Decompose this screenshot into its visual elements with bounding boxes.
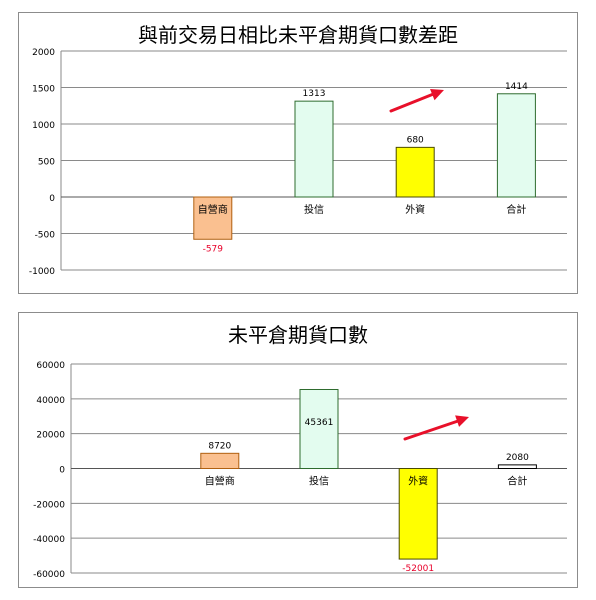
bar-chart-diff: 2000 1500 1000 500 0 -500 -1000 自營商 投信 外資 合計 -579 13… <box>29 48 567 277</box>
arrow-shaft <box>403 418 463 441</box>
bar <box>294 100 334 198</box>
data-label: 45361 <box>305 418 334 428</box>
data-label: 1414 <box>505 82 528 92</box>
bar <box>398 468 438 560</box>
y-tick-label: 20000 <box>36 431 65 441</box>
chart-panel-open-interest: 未平倉期貨口數 60000 40000 20000 0 -20000 -40000 -600… <box>18 312 578 588</box>
y-tick-label: 500 <box>38 158 55 168</box>
data-label: -52001 <box>402 564 434 574</box>
category-label: 外資 <box>405 204 425 216</box>
category-label: 自營商 <box>198 203 228 216</box>
bar-chart-open-interest: 60000 40000 20000 0 -20000 -40000 -60000 自營商 投信 外… <box>33 361 567 580</box>
data-label: 1313 <box>303 89 326 99</box>
bar <box>200 452 240 470</box>
y-tick-label: 0 <box>59 466 65 476</box>
data-label: 8720 <box>208 441 231 451</box>
y-tick-label: 0 <box>49 194 55 204</box>
arrow-head-icon <box>455 415 469 427</box>
bar <box>193 196 233 240</box>
bar <box>395 146 435 198</box>
y-tick-label: -1000 <box>29 267 55 277</box>
y-tick-label: -60000 <box>33 570 65 580</box>
chart-title: 與前交易日相比未平倉期貨口數差距 <box>138 23 458 47</box>
category-label: 自營商 <box>205 475 235 488</box>
chart-panel-diff: 與前交易日相比未平倉期貨口數差距 2000 1500 1000 500 0 -500 -10… <box>18 12 578 294</box>
bar <box>497 464 537 470</box>
data-label: 2080 <box>506 453 529 463</box>
chart-title: 未平倉期貨口數 <box>228 323 368 347</box>
y-tick-label: -20000 <box>33 500 65 510</box>
arrow-shaft <box>389 91 438 113</box>
data-label: 680 <box>407 135 424 145</box>
y-tick-label: 1500 <box>32 85 55 95</box>
y-tick-label: 2000 <box>32 48 55 58</box>
category-label: 合計 <box>507 475 527 488</box>
bar <box>299 388 339 469</box>
y-tick-label: 1000 <box>32 121 55 131</box>
arrow-head-icon <box>430 88 444 101</box>
y-tick-label: 60000 <box>36 361 65 371</box>
category-label: 外資 <box>408 476 428 488</box>
y-tick-label: -40000 <box>33 535 65 545</box>
category-label: 合計 <box>506 203 526 216</box>
data-label: -579 <box>203 244 224 254</box>
category-label: 投信 <box>309 475 329 488</box>
y-tick-label: 40000 <box>36 396 65 406</box>
bar <box>496 93 536 198</box>
category-label: 投信 <box>304 203 324 216</box>
y-tick-label: -500 <box>35 231 56 241</box>
